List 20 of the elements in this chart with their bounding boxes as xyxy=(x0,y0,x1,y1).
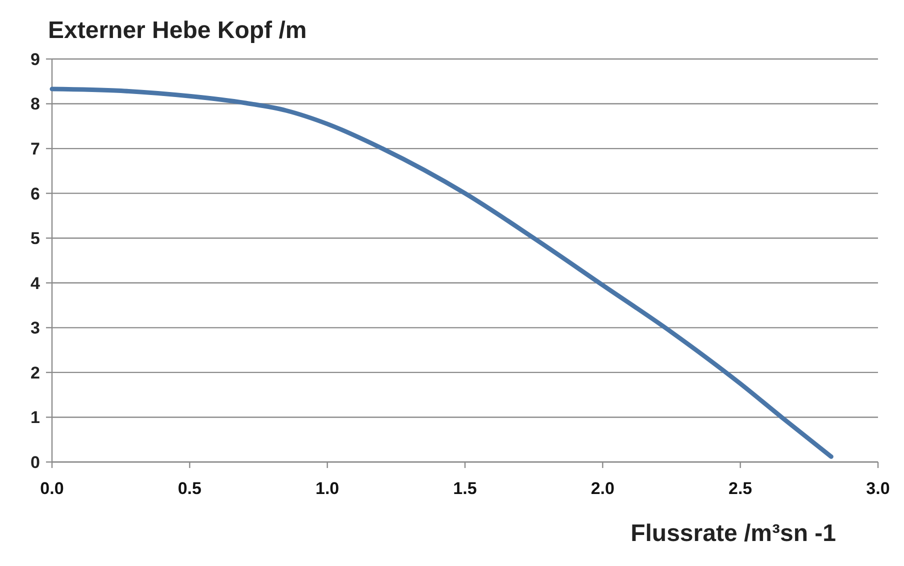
y-tick-label: 8 xyxy=(30,94,40,114)
y-tick-label: 5 xyxy=(30,229,40,248)
y-tick-label: 2 xyxy=(30,363,40,382)
x-tick-label: 1.5 xyxy=(453,479,477,498)
x-tick-label: 3.0 xyxy=(866,479,890,498)
x-axis-title: Flussrate /m³sn -1 xyxy=(630,520,836,547)
y-tick-label: 6 xyxy=(30,184,40,204)
y-tick-label: 9 xyxy=(30,50,40,69)
y-tick-label: 0 xyxy=(30,452,40,472)
y-tick-label: 3 xyxy=(30,318,40,338)
x-tick-label: 0.5 xyxy=(178,479,202,498)
x-tick-label: 2.0 xyxy=(590,479,614,498)
x-tick-label: 0.0 xyxy=(40,479,64,498)
y-axis-title: Externer Hebe Kopf /m xyxy=(48,17,307,44)
y-tick-label: 1 xyxy=(30,408,40,428)
y-tick-label: 7 xyxy=(30,140,40,159)
x-tick-label: 2.5 xyxy=(728,479,752,498)
y-tick-label: 4 xyxy=(30,274,41,293)
x-tick-label: 1.0 xyxy=(316,479,340,498)
line-series xyxy=(50,86,834,459)
